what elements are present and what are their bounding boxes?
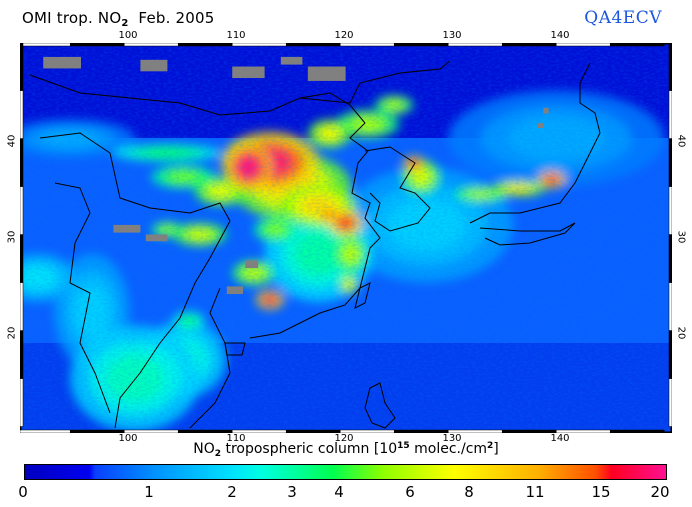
missing-data-patch bbox=[307, 66, 346, 81]
missing-data-patch bbox=[543, 107, 549, 114]
colorbar-label: NO2 tropospheric column [1015 molec./cm2… bbox=[0, 441, 692, 459]
colorbar-tick-label: 3 bbox=[287, 483, 297, 501]
china-korea-coast bbox=[249, 92, 381, 339]
lon-tick-label: 110 bbox=[226, 30, 246, 41]
missing-data-patch bbox=[140, 59, 168, 72]
lon-tick-label: 100 bbox=[118, 433, 138, 444]
colorbar-tick-label: 20 bbox=[650, 483, 670, 501]
speckle-noise bbox=[20, 43, 672, 433]
brand-label: QA4ECV bbox=[584, 8, 662, 28]
lon-tick-label: 110 bbox=[226, 433, 246, 444]
lat-tick-label: 40 bbox=[6, 134, 18, 148]
no2-map bbox=[20, 43, 672, 433]
japan-south bbox=[479, 222, 576, 246]
coastlines bbox=[29, 60, 601, 429]
frame-ticks bbox=[20, 43, 672, 433]
plot-title: OMI trop. NO2 Feb. 2005 bbox=[22, 9, 215, 29]
missing-data-patch bbox=[43, 56, 82, 69]
colorbar-tick-label: 1 bbox=[144, 483, 154, 501]
missing-data-patch bbox=[280, 56, 303, 65]
title-subscript: 2 bbox=[121, 18, 129, 29]
colorbar-tick-label: 8 bbox=[464, 483, 474, 501]
colorbar-tick-label: 4 bbox=[334, 483, 344, 501]
lon-tick-label: 100 bbox=[118, 30, 138, 41]
colorbar-tick-label: 6 bbox=[405, 483, 415, 501]
lon-tick-label: 130 bbox=[442, 433, 462, 444]
lon-tick-label: 130 bbox=[442, 30, 462, 41]
missing-data-patches bbox=[43, 56, 549, 295]
lon-tick-label: 140 bbox=[550, 30, 570, 41]
colorbar-tick-label: 2 bbox=[227, 483, 237, 501]
title-date: Feb. 2005 bbox=[128, 9, 215, 27]
missing-data-patch bbox=[245, 260, 259, 269]
lat-tick-label: 40 bbox=[675, 134, 687, 148]
lat-tick-label: 30 bbox=[6, 230, 18, 244]
colorbar-tick-label: 15 bbox=[591, 483, 611, 501]
colorbar-label-mid: tropospheric column [10 bbox=[221, 441, 398, 457]
philippines bbox=[364, 382, 396, 429]
lon-tick-label: 120 bbox=[334, 30, 354, 41]
indochina bbox=[39, 132, 231, 429]
lon-tick-label: 140 bbox=[550, 433, 570, 444]
lat-tick-label: 30 bbox=[675, 230, 687, 244]
colorbar-label-exponent: 15 bbox=[397, 441, 410, 451]
lat-tick-label: 20 bbox=[6, 326, 18, 340]
japan-honshu bbox=[469, 62, 601, 224]
lon-tick-label: 120 bbox=[334, 433, 354, 444]
lat-tick-label: 20 bbox=[675, 326, 687, 340]
colorbar-tick-label: 0 bbox=[18, 483, 28, 501]
colorbar-label-sub: 2 bbox=[214, 449, 221, 459]
korea-peninsula bbox=[364, 146, 431, 232]
colorbar-label-prefix: NO bbox=[193, 441, 215, 457]
myanmar bbox=[54, 182, 111, 414]
missing-data-patch bbox=[226, 286, 244, 295]
colorbar-label-units: molec./cm bbox=[409, 441, 488, 457]
colorbar-tick-label: 11 bbox=[525, 483, 545, 501]
colorbar bbox=[24, 464, 667, 480]
missing-data-patch bbox=[113, 224, 141, 233]
colorbar-label-end: ] bbox=[493, 441, 499, 457]
missing-data-patch bbox=[232, 66, 265, 79]
vietnam-coast bbox=[189, 287, 231, 429]
colorbar-label-sup2: 2 bbox=[487, 441, 494, 451]
missing-data-patch bbox=[537, 123, 544, 128]
title-prefix: OMI trop. NO bbox=[22, 9, 122, 27]
taiwan bbox=[354, 282, 371, 309]
missing-data-patch bbox=[145, 234, 168, 242]
